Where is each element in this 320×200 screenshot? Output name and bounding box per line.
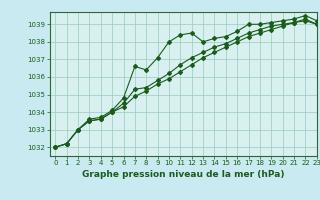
X-axis label: Graphe pression niveau de la mer (hPa): Graphe pression niveau de la mer (hPa) bbox=[82, 170, 284, 179]
